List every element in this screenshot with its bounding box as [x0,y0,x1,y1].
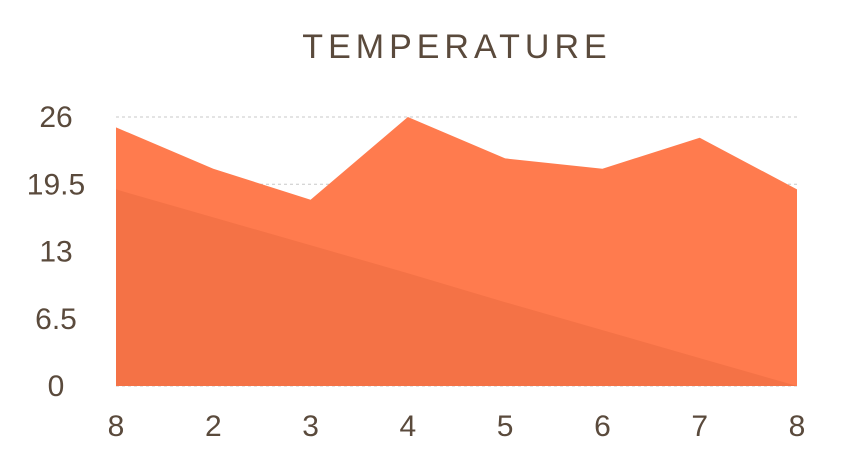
x-tick-label: 6 [594,410,611,443]
x-tick-label: 7 [691,410,708,443]
x-tick-label: 2 [205,410,222,443]
x-tick-label: 3 [302,410,319,443]
y-tick-label: 19.5 [27,168,85,201]
x-tick-label: 8 [789,410,806,443]
x-tick-label: 8 [108,410,125,443]
y-tick-label: 26 [39,101,72,134]
area-series-2 [116,189,797,386]
x-tick-label: 5 [497,410,514,443]
x-axis: 8 2 3 4 5 6 7 8 [108,410,806,443]
y-tick-label: 13 [39,236,72,269]
chart-title: TEMPERATURE [302,28,611,66]
y-tick-label: 6.5 [35,303,77,336]
y-axis: 26 19.5 13 6.5 0 [27,101,85,403]
y-tick-label: 0 [48,370,65,403]
x-tick-label: 4 [400,410,417,443]
area-series-layer [116,117,797,386]
